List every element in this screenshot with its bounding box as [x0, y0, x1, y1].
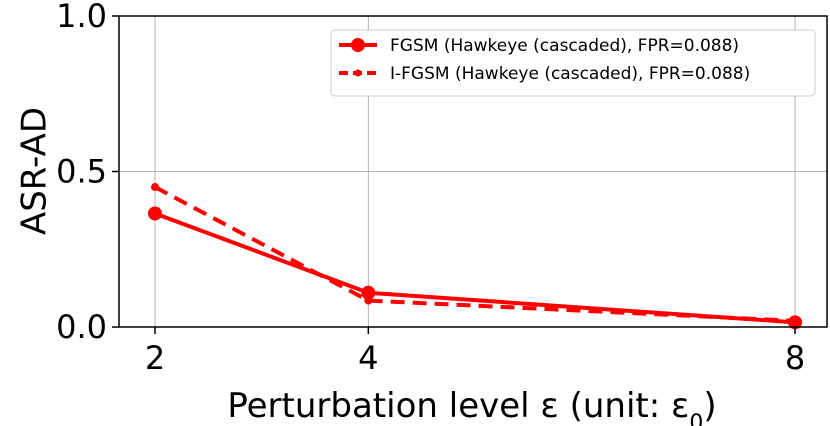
legend-marker-fgsm	[351, 38, 365, 52]
y-tick-label: 1.0	[56, 0, 107, 35]
series-line-0	[154, 211, 796, 325]
data-point	[364, 296, 373, 305]
legend-entry-fgsm: FGSM (Hawkeye (cascaded), FPR=0.088)	[339, 36, 739, 56]
y-tick-label: 0.0	[56, 308, 107, 346]
legend: FGSM (Hawkeye (cascaded), FPR=0.088) I-F…	[330, 29, 816, 97]
legend-box	[330, 29, 816, 97]
x-tick-label: 8	[785, 339, 805, 377]
x-axis-label-close: )	[703, 386, 716, 426]
legend-entry-ifgsm: I-FGSM (Hawkeye (cascaded), FPR=0.088)	[339, 64, 750, 84]
x-axis-label: Perturbation level ε (unit: ε0)	[227, 386, 716, 426]
legend-marker-ifgsm	[354, 69, 362, 77]
x-tick-label: 4	[358, 339, 378, 377]
data-point	[151, 183, 159, 192]
series-layer	[148, 183, 803, 330]
y-tick-label: 0.5	[56, 153, 107, 191]
data-point	[791, 316, 800, 325]
axis-ticks: 2 4 8 0.0 0.5 1.0	[56, 0, 805, 377]
legend-label-fgsm: FGSM (Hawkeye (cascaded), FPR=0.088)	[390, 36, 739, 56]
data-point	[148, 206, 162, 221]
legend-label-ifgsm: I-FGSM (Hawkeye (cascaded), FPR=0.088)	[390, 64, 750, 84]
data-point	[361, 285, 376, 300]
x-axis-label-main: Perturbation level ε (unit: ε	[227, 386, 689, 426]
x-axis-label-subscript: 0	[689, 411, 703, 426]
x-tick-label: 2	[145, 339, 165, 377]
y-axis-label: ASR-AD	[15, 107, 55, 235]
